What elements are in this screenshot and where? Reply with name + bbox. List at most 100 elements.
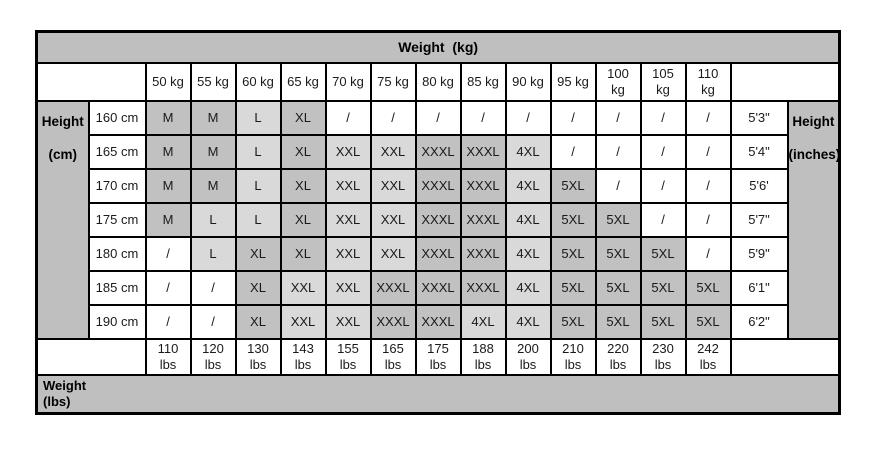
size-cell: XXL xyxy=(324,201,372,238)
size-cell: XXXL xyxy=(414,235,462,272)
weight-kg-title: Weight (kg) xyxy=(35,30,841,64)
size-cell: XXL xyxy=(369,133,417,170)
bottom-left-empty-cell xyxy=(35,337,147,376)
lbs-column-footer: 120 lbs xyxy=(189,337,237,376)
lbs-column-label: 220 lbs xyxy=(607,340,629,372)
lbs-column-label: 165 lbs xyxy=(382,340,404,372)
size-cell: 4XL xyxy=(459,303,507,340)
height-inches-axis-label: Height (inches) xyxy=(786,99,841,340)
cm-row-header: 190 cm xyxy=(87,303,147,340)
size-cell: 5XL xyxy=(639,269,687,306)
lbs-column-label: 130 lbs xyxy=(247,340,269,372)
lbs-column-footer: 143 lbs xyxy=(279,337,327,376)
size-cell: / xyxy=(414,99,462,136)
kg-column-label: 65 kg xyxy=(287,74,319,89)
lbs-column-footer: 230 lbs xyxy=(639,337,687,376)
size-cell: XXL xyxy=(324,133,372,170)
size-cell: 5XL xyxy=(549,201,597,238)
kg-column-header: 70 kg xyxy=(324,61,372,102)
kg-column-header: 95 kg xyxy=(549,61,597,102)
size-cell: / xyxy=(684,133,732,170)
size-cell: 5XL xyxy=(594,303,642,340)
size-cell: / xyxy=(549,99,597,136)
kg-column-header: 80 kg xyxy=(414,61,462,102)
height-cm-axis-label: Height (cm) xyxy=(35,99,90,340)
weight-lbs-title-cell: Weight (lbs) xyxy=(35,373,841,414)
size-cell: M xyxy=(189,167,237,204)
kg-column-header: 105 kg xyxy=(639,61,687,102)
size-cell: / xyxy=(324,99,372,136)
size-cell: XXL xyxy=(324,269,372,306)
lbs-column-label: 210 lbs xyxy=(562,340,584,372)
kg-column-label: 100 kg xyxy=(607,65,629,97)
size-table-body: Weight (kg) 50 kg 55 kg 60 kg 65 kg 70 kg 75 k… xyxy=(35,30,841,414)
size-cell: / xyxy=(684,235,732,272)
size-cell: XL xyxy=(234,269,282,306)
size-cell: / xyxy=(549,133,597,170)
inches-row-header: 6'2" xyxy=(729,303,789,340)
size-cell: XXXL xyxy=(369,269,417,306)
size-cell: XL xyxy=(279,167,327,204)
size-cell: / xyxy=(144,303,192,340)
lbs-column-footer: 155 lbs xyxy=(324,337,372,376)
size-cell: XXL xyxy=(369,201,417,238)
lbs-column-label: 110 lbs xyxy=(157,340,179,372)
table-row: 185 cm / / XL XXL XXL XXXL XXXL XXXL 4XL 5XL 5XL 5XL… xyxy=(37,269,840,306)
size-cell: / xyxy=(639,167,687,204)
size-cell: 4XL xyxy=(504,133,552,170)
bottom-right-empty-cell xyxy=(729,337,841,376)
kg-column-header: 100 kg xyxy=(594,61,642,102)
lbs-column-label: 230 lbs xyxy=(652,340,674,372)
height-inches-label-line2: (inches) xyxy=(788,146,840,162)
size-cell: L xyxy=(234,201,282,238)
size-cell: XXXL xyxy=(459,235,507,272)
cm-row-header: 175 cm xyxy=(87,201,147,238)
size-cell: M xyxy=(144,167,192,204)
cm-row-header: 170 cm xyxy=(87,167,147,204)
size-cell: 5XL xyxy=(594,269,642,306)
size-cell: 5XL xyxy=(594,201,642,238)
cm-row-header: 165 cm xyxy=(87,133,147,170)
size-cell: / xyxy=(639,99,687,136)
lbs-column-footer: 188 lbs xyxy=(459,337,507,376)
table-row: 180 cm / L XL XL XXL XXL XXXL XXXL 4XL 5XL 5XL 5XL/5… xyxy=(37,235,840,272)
lbs-column-footer: 165 lbs xyxy=(369,337,417,376)
height-inches-label-line1: Height xyxy=(792,113,835,129)
size-cell: M xyxy=(144,99,192,136)
kg-column-label: 70 kg xyxy=(332,74,364,89)
size-table: Weight (kg) 50 kg 55 kg 60 kg 65 kg 70 kg 75 k… xyxy=(35,30,842,415)
lbs-column-label: 143 lbs xyxy=(292,340,314,372)
size-cell: XXXL xyxy=(414,303,462,340)
table-row: Height (cm) 160 cm M M L XL / / / / / / / //5'3" Height… xyxy=(35,99,841,340)
size-cell: XXL xyxy=(369,167,417,204)
size-cell: 5XL xyxy=(594,235,642,272)
size-cell: / xyxy=(594,133,642,170)
top-right-empty-cell xyxy=(729,61,841,102)
weight-lbs-title: Weight (lbs) xyxy=(43,377,87,409)
size-cell: XXXL xyxy=(459,269,507,306)
size-cell: XXL xyxy=(324,303,372,340)
kg-column-label: 75 kg xyxy=(377,74,409,89)
height-cm-label-line2: (cm) xyxy=(48,146,77,162)
lbs-column-label: 155 lbs xyxy=(337,340,359,372)
size-cell: XXXL xyxy=(459,133,507,170)
size-cell: / xyxy=(639,201,687,238)
weight-kg-header-row: Weight (kg) xyxy=(35,30,841,64)
size-cell: XXXL xyxy=(414,167,462,204)
kg-column-header: 75 kg xyxy=(369,61,417,102)
size-cell: 4XL xyxy=(504,303,552,340)
size-cell: XXL xyxy=(324,167,372,204)
size-cell: XXXL xyxy=(414,269,462,306)
kg-columns-row: 50 kg 55 kg 60 kg 65 kg 70 kg 75 kg 80 kg 85 kg… xyxy=(35,61,841,102)
kg-column-label: 60 kg xyxy=(242,74,274,89)
kg-column-label: 105 kg xyxy=(652,65,674,97)
size-cell: L xyxy=(234,99,282,136)
cm-row-header: 185 cm xyxy=(87,269,147,306)
kg-column-header: 50 kg xyxy=(144,61,192,102)
size-cell: XL xyxy=(279,201,327,238)
size-cell: / xyxy=(189,269,237,306)
size-cell: 4XL xyxy=(504,269,552,306)
size-cell: / xyxy=(144,235,192,272)
size-cell: XL xyxy=(279,235,327,272)
